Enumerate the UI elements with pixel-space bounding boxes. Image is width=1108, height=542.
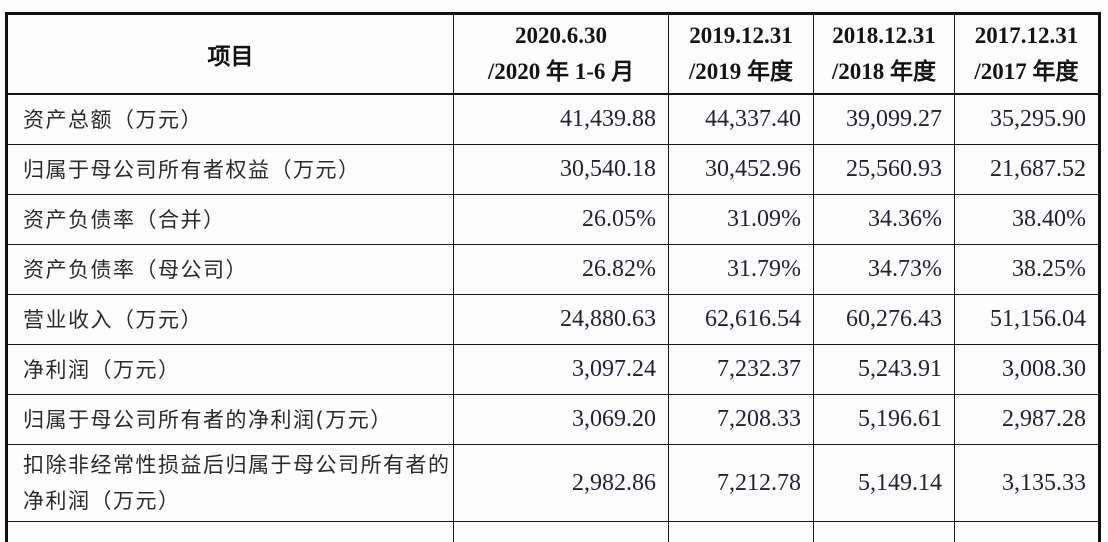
header-period-label: /2019 年度 xyxy=(669,54,813,90)
table-row-debt-ratio-parent: 资产负债率（母公司） 26.82% 31.79% 34.73% 38.25% xyxy=(7,245,1100,295)
cell-value: 39,099.27 xyxy=(814,94,955,145)
table-row-parent-net-profit: 归属于母公司所有者的净利润(万元） 3,069.20 7,208.33 5,19… xyxy=(7,395,1100,445)
cell-value: 7,208.33 xyxy=(669,395,814,445)
header-period-label: /2020 年 1-6 月 xyxy=(454,54,668,90)
header-period-label: /2018 年度 xyxy=(814,54,954,90)
empty-cell xyxy=(454,522,669,542)
cell-value: 2,987.28 xyxy=(955,395,1100,445)
cell-value: 38.40% xyxy=(955,195,1100,245)
cell-value: 35,295.90 xyxy=(955,94,1100,145)
row-label: 资产负债率（母公司） xyxy=(7,245,454,295)
row-label: 扣除非经常性损益后归属于母公司所有者的净利润（万元） xyxy=(7,445,454,522)
row-label: 资产负债率（合并） xyxy=(7,195,454,245)
cell-value: 51,156.04 xyxy=(955,295,1100,345)
cell-value: 5,243.91 xyxy=(814,345,955,395)
header-row: 项目 2020.6.30 /2020 年 1-6 月 2019.12.31 /2… xyxy=(7,14,1100,95)
header-period-2020h1: 2020.6.30 /2020 年 1-6 月 xyxy=(454,14,669,95)
header-period-date: 2019.12.31 xyxy=(669,18,813,54)
table-row-total-assets: 资产总额（万元） 41,439.88 44,337.40 39,099.27 3… xyxy=(7,94,1100,145)
cell-value: 2,982.86 xyxy=(454,445,669,522)
cell-value: 24,880.63 xyxy=(454,295,669,345)
header-period-date: 2020.6.30 xyxy=(454,18,668,54)
cell-value: 44,337.40 xyxy=(669,94,814,145)
cell-value: 31.09% xyxy=(669,195,814,245)
cell-value: 3,135.33 xyxy=(955,445,1100,522)
header-period-label: /2017 年度 xyxy=(955,54,1098,90)
row-label: 营业收入（万元） xyxy=(7,295,454,345)
empty-cell xyxy=(7,522,454,542)
empty-cell xyxy=(814,522,955,542)
row-label: 归属于母公司所有者权益（万元） xyxy=(7,145,454,195)
empty-cell xyxy=(669,522,814,542)
table-row-parent-equity: 归属于母公司所有者权益（万元） 30,540.18 30,452.96 25,5… xyxy=(7,145,1100,195)
cell-value: 21,687.52 xyxy=(955,145,1100,195)
table-row-adjusted-net-profit: 扣除非经常性损益后归属于母公司所有者的净利润（万元） 2,982.86 7,21… xyxy=(7,445,1100,522)
table-row-cutoff xyxy=(7,522,1100,542)
cell-value: 5,196.61 xyxy=(814,395,955,445)
cell-value: 30,452.96 xyxy=(669,145,814,195)
table-row-revenue: 营业收入（万元） 24,880.63 62,616.54 60,276.43 5… xyxy=(7,295,1100,345)
table-row-net-profit: 净利润（万元） 3,097.24 7,232.37 5,243.91 3,008… xyxy=(7,345,1100,395)
cell-value: 34.73% xyxy=(814,245,955,295)
cell-value: 30,540.18 xyxy=(454,145,669,195)
cell-value: 3,069.20 xyxy=(454,395,669,445)
header-period-date: 2017.12.31 xyxy=(955,18,1098,54)
header-period-2017: 2017.12.31 /2017 年度 xyxy=(955,14,1100,95)
cell-value: 25,560.93 xyxy=(814,145,955,195)
cell-value: 26.82% xyxy=(454,245,669,295)
header-item: 项目 xyxy=(7,14,454,95)
row-label: 资产总额（万元） xyxy=(7,94,454,145)
empty-cell xyxy=(955,522,1100,542)
cell-value: 3,008.30 xyxy=(955,345,1100,395)
cell-value: 26.05% xyxy=(454,195,669,245)
cell-value: 38.25% xyxy=(955,245,1100,295)
financial-summary-table: 项目 2020.6.30 /2020 年 1-6 月 2019.12.31 /2… xyxy=(5,12,1101,542)
row-label: 归属于母公司所有者的净利润(万元） xyxy=(7,395,454,445)
cell-value: 41,439.88 xyxy=(454,94,669,145)
cell-value: 7,212.78 xyxy=(669,445,814,522)
row-label: 净利润（万元） xyxy=(7,345,454,395)
cell-value: 5,149.14 xyxy=(814,445,955,522)
cell-value: 31.79% xyxy=(669,245,814,295)
header-period-2019: 2019.12.31 /2019 年度 xyxy=(669,14,814,95)
cell-value: 60,276.43 xyxy=(814,295,955,345)
cell-value: 7,232.37 xyxy=(669,345,814,395)
cell-value: 3,097.24 xyxy=(454,345,669,395)
table-row-debt-ratio-consolidated: 资产负债率（合并） 26.05% 31.09% 34.36% 38.40% xyxy=(7,195,1100,245)
header-period-date: 2018.12.31 xyxy=(814,18,954,54)
header-period-2018: 2018.12.31 /2018 年度 xyxy=(814,14,955,95)
cell-value: 34.36% xyxy=(814,195,955,245)
cell-value: 62,616.54 xyxy=(669,295,814,345)
